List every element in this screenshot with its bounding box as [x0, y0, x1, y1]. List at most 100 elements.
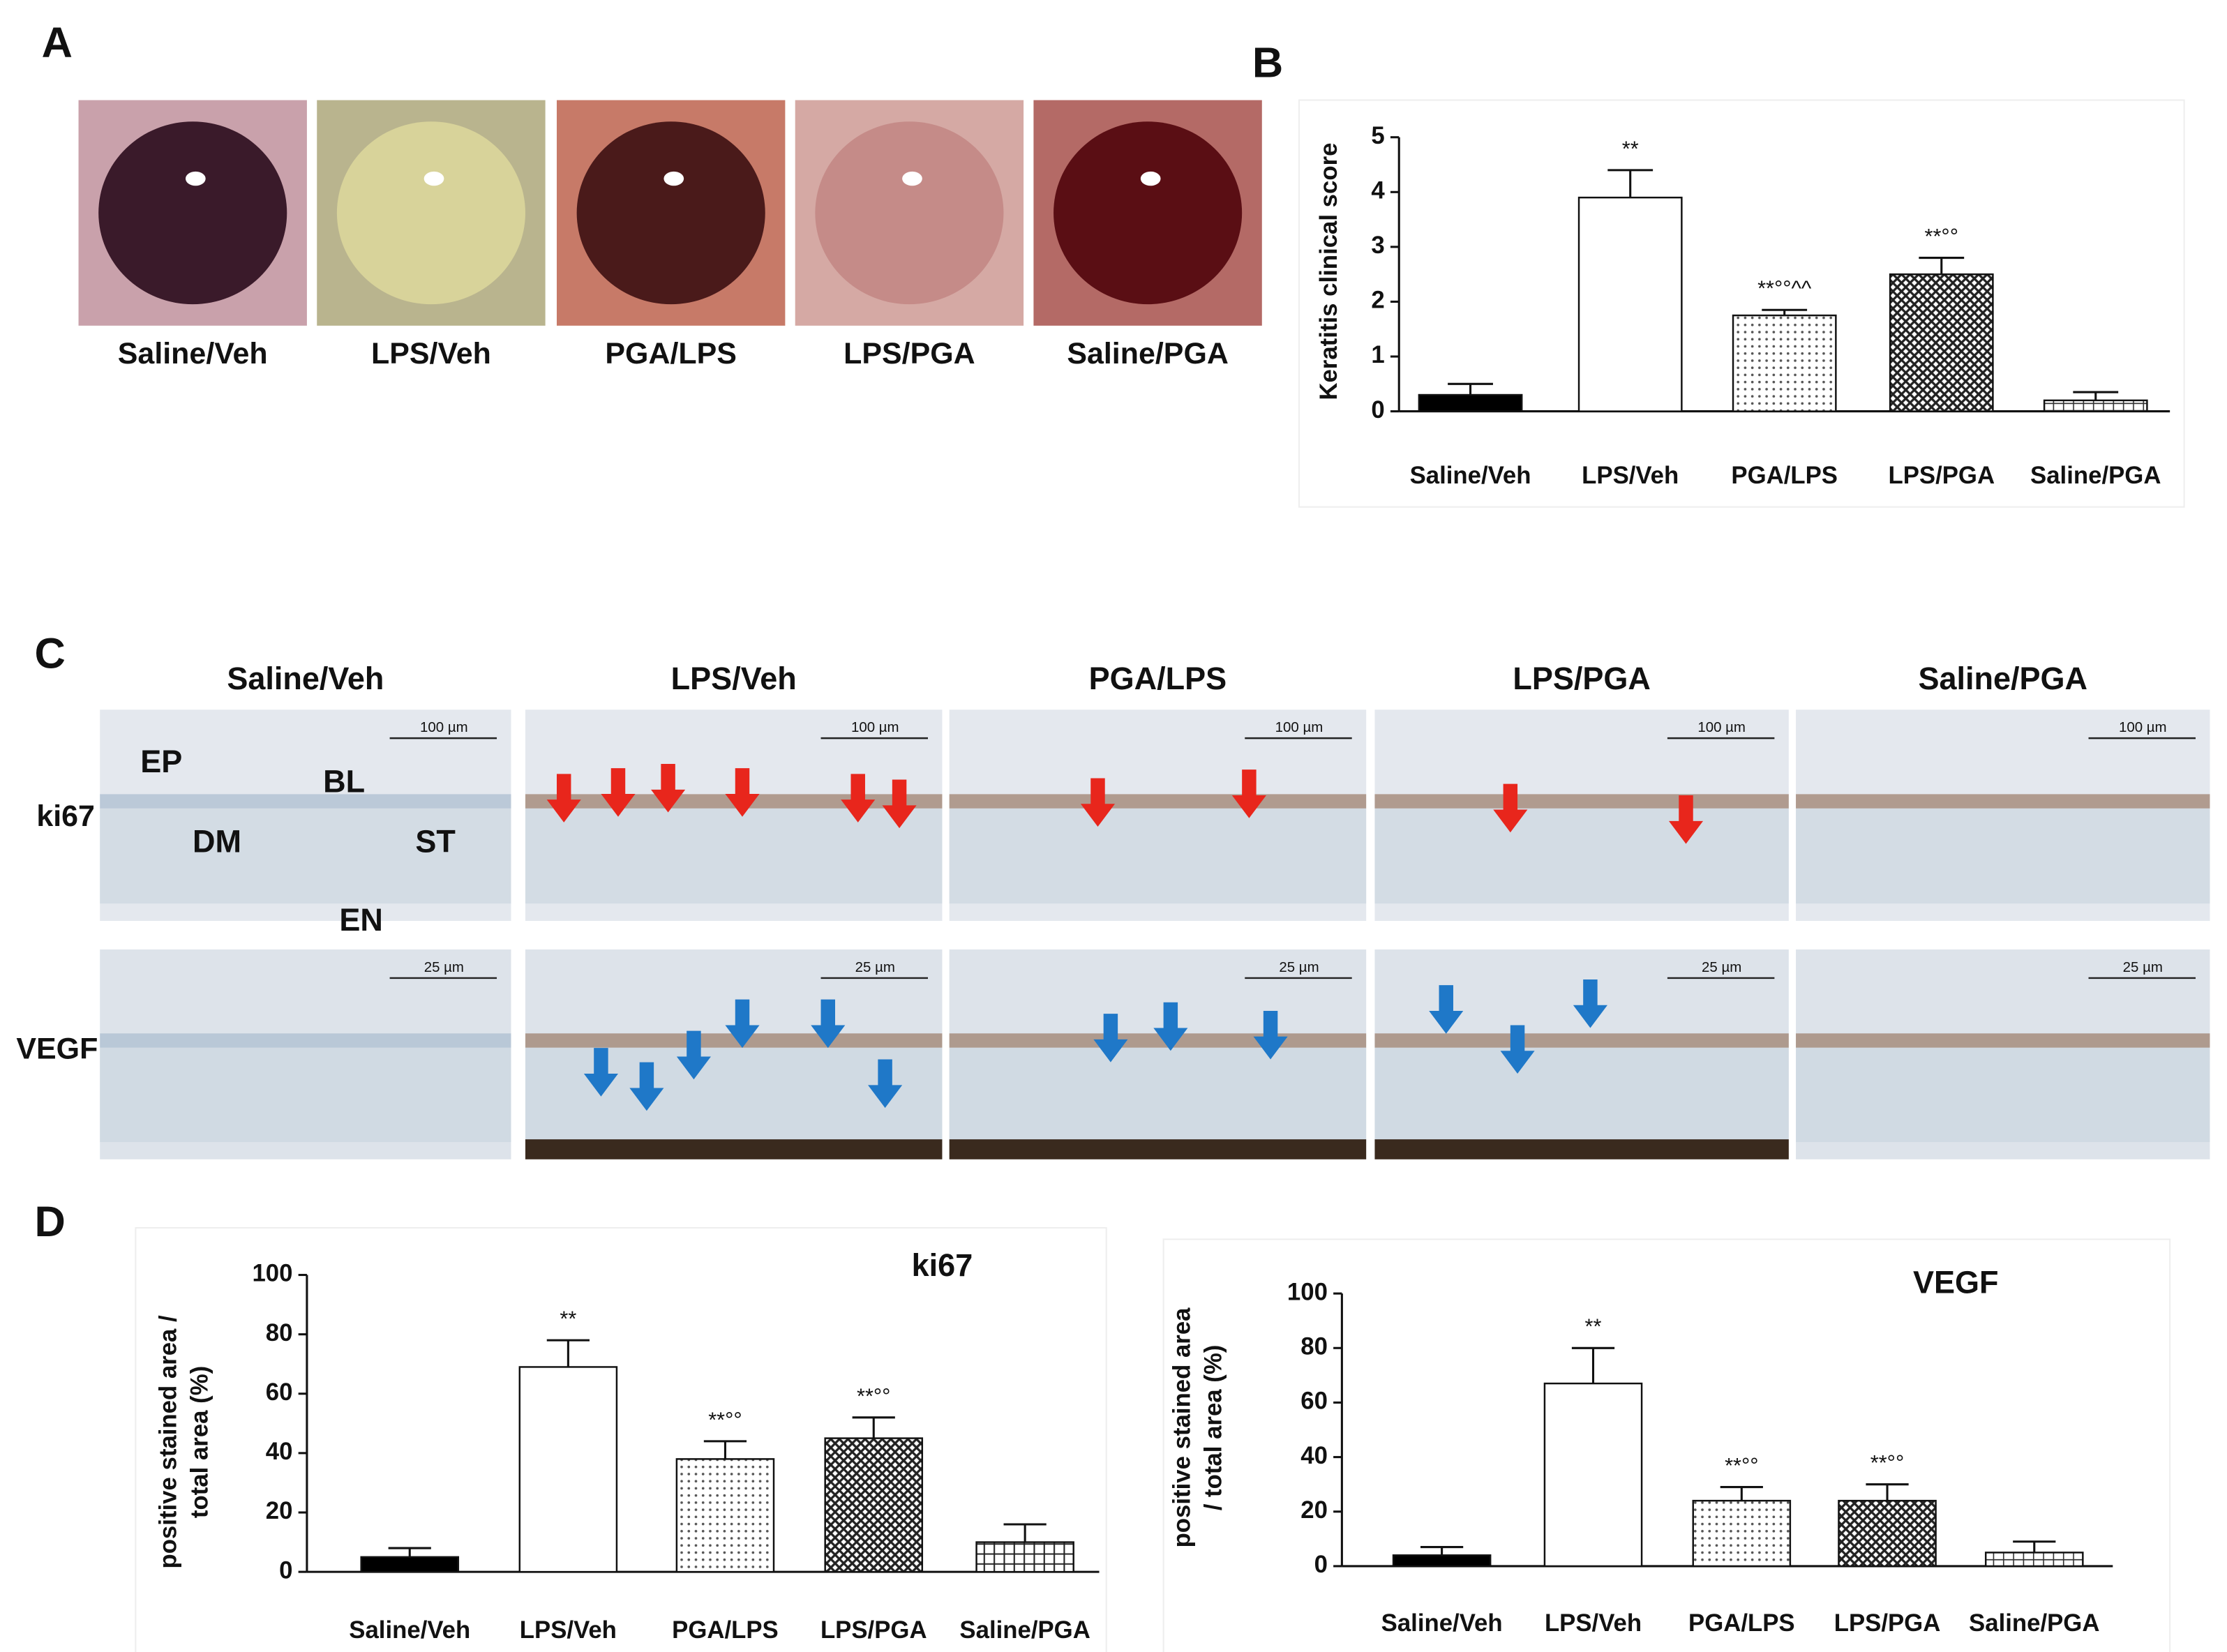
epithelium-band	[949, 1033, 1367, 1048]
significance-label: **°°	[1870, 1450, 1904, 1475]
layer-label: DM	[193, 823, 241, 859]
bar	[1889, 273, 1994, 412]
epithelium-band	[1796, 1033, 2210, 1048]
blue-arrow	[629, 1062, 664, 1111]
y-tick-label: 60	[1300, 1388, 1328, 1415]
bar	[1418, 393, 1523, 412]
stroma-band	[1796, 808, 2210, 904]
stroma-band	[525, 808, 943, 904]
x-tick-label: Saline/Veh	[349, 1617, 470, 1644]
epithelium-band	[100, 794, 511, 809]
significance-label: **°°	[1725, 1453, 1758, 1478]
chart-frame	[1162, 1238, 2171, 1652]
x-tick-label: PGA/LPS	[1688, 1610, 1795, 1637]
layer-label: BL	[323, 764, 365, 799]
epithelium-band	[1374, 1033, 1789, 1048]
bar	[1692, 1499, 1792, 1568]
red-arrow	[882, 779, 917, 829]
blue-arrow	[868, 1059, 903, 1109]
layer-label: ST	[415, 823, 456, 859]
blue-arrow	[1573, 979, 1607, 1028]
panel-label: A	[42, 19, 73, 67]
bar	[824, 1437, 924, 1573]
x-tick-label: Saline/PGA	[1969, 1610, 2099, 1637]
eye-pupil	[98, 121, 287, 305]
red-arrow	[1080, 778, 1116, 827]
stroma-band	[1374, 808, 1789, 904]
significance-label: **°°	[857, 1383, 890, 1408]
scale-bar-label: 100 µm	[2119, 719, 2167, 735]
eye-reflection	[423, 171, 444, 186]
photo-caption: Saline/PGA	[1067, 337, 1229, 370]
blue-arrow	[1429, 985, 1464, 1034]
red-arrow	[1231, 769, 1266, 818]
eye-pupil	[336, 121, 525, 305]
stroma-band	[100, 1047, 511, 1143]
epithelium-band	[100, 1033, 511, 1048]
eye-reflection	[1140, 171, 1161, 186]
epithelium-band	[1374, 794, 1789, 809]
layer-label: EN	[339, 902, 383, 938]
red-arrow	[601, 768, 636, 817]
eye-reflection	[663, 171, 684, 186]
row-label: ki67	[36, 799, 95, 833]
scale-bar-label: 100 µm	[1697, 719, 1746, 735]
stroma-band	[949, 808, 1367, 904]
chart-frame	[135, 1226, 1107, 1652]
scale-bar-label: 100 µm	[1275, 719, 1324, 735]
bar	[1577, 196, 1683, 412]
column-header: Saline/PGA	[1918, 661, 2087, 696]
y-tick-label: 40	[266, 1439, 293, 1465]
x-tick-label: LPS/PGA	[1834, 1610, 1941, 1637]
dark-tissue	[949, 1139, 1367, 1159]
x-tick-label: Saline/PGA	[2030, 463, 2161, 489]
epithelium-band	[949, 794, 1367, 809]
column-header: LPS/Veh	[671, 661, 797, 696]
y-tick-label: 20	[266, 1498, 293, 1524]
y-tick-label: 0	[1314, 1552, 1328, 1578]
significance-label: **	[1622, 136, 1639, 160]
scale-bar-label: 25 µm	[1279, 959, 1319, 975]
x-tick-label: PGA/LPS	[1731, 463, 1838, 489]
blue-arrow	[676, 1030, 711, 1080]
column-header: LPS/PGA	[1513, 661, 1651, 696]
scale-bar-label: 25 µm	[855, 959, 895, 975]
significance-label: **°°^^	[1757, 276, 1812, 301]
panel-label: B	[1252, 39, 1283, 87]
y-tick-label: 2	[1371, 287, 1384, 314]
significance-label: **°°	[708, 1407, 742, 1432]
red-arrow	[546, 774, 581, 823]
stroma-band	[949, 1047, 1367, 1143]
photo-caption: PGA/LPS	[605, 337, 737, 370]
stroma-band	[1796, 1047, 2210, 1143]
red-arrow	[651, 763, 686, 813]
bar	[1392, 1554, 1492, 1568]
column-header: PGA/LPS	[1089, 661, 1227, 696]
y-axis-label: positive stained area	[1169, 1307, 1195, 1548]
scale-bar-label: 100 µm	[851, 719, 899, 735]
y-axis-label: / total area (%)	[1200, 1345, 1227, 1511]
photo-caption: LPS/Veh	[371, 337, 491, 370]
y-tick-label: 80	[266, 1320, 293, 1346]
eye-pupil	[1053, 121, 1243, 305]
bar	[1984, 1552, 2084, 1568]
blue-arrow	[1093, 1014, 1128, 1062]
panel-label: D	[34, 1198, 65, 1246]
bar	[360, 1556, 460, 1573]
scale-bar-label: 25 µm	[1702, 959, 1741, 975]
y-tick-label: 3	[1371, 232, 1384, 259]
y-axis-label: total area (%)	[187, 1366, 213, 1518]
blue-arrow	[583, 1048, 618, 1097]
red-arrow	[1668, 795, 1704, 844]
x-tick-label: LPS/PGA	[1888, 463, 1995, 489]
photo-caption: LPS/PGA	[843, 337, 975, 370]
blue-arrow	[1253, 1010, 1288, 1060]
significance-label: **°°	[1925, 224, 1958, 248]
scale-bar-label: 25 µm	[2123, 959, 2163, 975]
bar	[675, 1458, 775, 1573]
stroma-band	[1374, 1047, 1789, 1143]
y-tick-label: 100	[252, 1261, 292, 1287]
bar	[1543, 1382, 1643, 1568]
blue-arrow	[725, 999, 760, 1049]
